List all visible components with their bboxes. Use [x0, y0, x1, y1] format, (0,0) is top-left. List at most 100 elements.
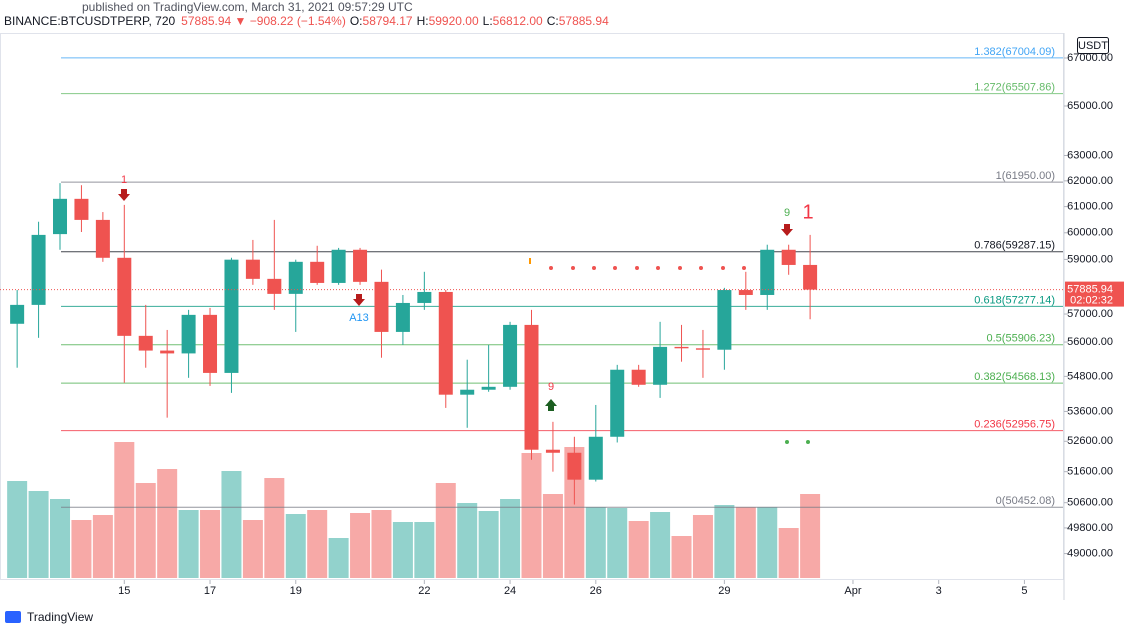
- volume-bar: [221, 471, 242, 578]
- x-tick-label: Apr: [844, 585, 861, 597]
- y-tick-label: 56000.00: [1067, 336, 1113, 348]
- candle-body: [138, 335, 153, 351]
- down-arrow: [118, 189, 130, 201]
- fib-label: 0.786(59287.15): [974, 240, 1055, 252]
- candle-body: [738, 290, 753, 295]
- x-tick-label: 29: [718, 585, 730, 597]
- fib-label: 0.5(55906.23): [987, 333, 1056, 345]
- volume-bar: [264, 478, 285, 578]
- volume-bar: [350, 513, 371, 578]
- ohlc-key: O:: [350, 14, 363, 28]
- y-tick-label: 62000.00: [1067, 175, 1113, 187]
- fib-label: 0.618(57277.14): [974, 294, 1055, 306]
- x-tick-label: 26: [590, 585, 602, 597]
- volume-bar: [178, 510, 199, 578]
- candle-body: [481, 386, 496, 390]
- volume-bar: [607, 508, 628, 578]
- y-tick-label: 53600.00: [1067, 405, 1113, 417]
- volume-bar: [435, 483, 456, 578]
- ohlc-key: C:: [547, 14, 559, 28]
- candle-body: [803, 264, 818, 290]
- candle-body: [117, 257, 132, 336]
- y-tick-label: 65000.00: [1067, 100, 1113, 112]
- volume-bar: [478, 511, 499, 578]
- countdown: 02:02:32: [1070, 295, 1113, 307]
- candle-body: [74, 198, 89, 220]
- ohlc-value: 57885.94: [559, 14, 609, 28]
- volume-bar: [757, 507, 778, 578]
- candle-body: [653, 346, 668, 385]
- candle-body: [288, 261, 303, 294]
- volume-bar: [714, 505, 735, 578]
- volume-bar: [735, 507, 756, 578]
- y-tick-label: 50600.00: [1067, 497, 1113, 509]
- y-tick-label: 60000.00: [1067, 227, 1113, 239]
- candle-body: [417, 291, 432, 303]
- candle-body: [374, 281, 389, 332]
- x-tick-label: 22: [418, 585, 430, 597]
- td-count: 9: [784, 207, 790, 219]
- symbol: BINANCE:BTCUSDTPERP, 720: [4, 14, 175, 28]
- fib-label: 1.272(65507.86): [974, 82, 1055, 94]
- last-change: 57885.94 ▼ −908.22 (−1.54%): [181, 14, 346, 28]
- fib-label: 0.236(52956.75): [974, 418, 1055, 430]
- candle-body: [503, 324, 518, 387]
- candle-body: [310, 261, 325, 283]
- y-tick-label: 61000.00: [1067, 201, 1113, 213]
- candle-body: [695, 348, 710, 350]
- candle-body: [760, 249, 775, 295]
- currency-box: [1077, 37, 1109, 54]
- last-price: 57885.94: [1067, 284, 1113, 296]
- dots: [549, 266, 746, 270]
- candle-body: [610, 369, 625, 437]
- volume-bar: [671, 536, 692, 578]
- td-count: 1: [121, 174, 127, 186]
- mark: [529, 258, 531, 264]
- volume-bar: [800, 494, 821, 578]
- volume-bar: [500, 499, 521, 578]
- candle-body: [353, 249, 368, 282]
- candle-body: [567, 452, 582, 480]
- volume-bar: [457, 503, 478, 578]
- y-tick-label: 49800.00: [1067, 522, 1113, 534]
- volume-bar: [7, 481, 28, 578]
- dot: [785, 440, 789, 444]
- candle-body: [781, 249, 796, 265]
- y-tick-label: 52600.00: [1067, 435, 1113, 447]
- ohlc-value: 58794.17: [363, 14, 413, 28]
- plot: 1.382(67004.09) 1.272(65507.86) 1(61950.00…: [0, 46, 1063, 578]
- volume-bar: [778, 528, 799, 578]
- y-tick-label: 63000.00: [1067, 149, 1113, 161]
- candle-body: [160, 350, 175, 354]
- volume-bar: [50, 499, 71, 578]
- y-tick-label: 49000.00: [1067, 547, 1113, 559]
- legend-line: BINANCE:BTCUSDTPERP, 720 57885.94 ▼ −908.…: [4, 14, 609, 28]
- x-tick-label: 24: [504, 585, 516, 597]
- x-tick-label: 17: [204, 585, 216, 597]
- candle-body: [674, 346, 689, 349]
- volume-bar: [371, 510, 392, 578]
- volume-bar: [392, 522, 413, 578]
- td-count: A13: [349, 312, 369, 324]
- down-arrow: [353, 294, 365, 306]
- down-arrow: [781, 224, 793, 236]
- x-tick-label: 3: [936, 585, 942, 597]
- y-tick-label: 57000.00: [1067, 308, 1113, 320]
- published-note: published on TradingView.com, March 31, …: [82, 0, 413, 14]
- logo: TradingView: [5, 610, 93, 624]
- volume-bar: [71, 520, 92, 578]
- volume-bar: [114, 442, 135, 578]
- fib-label: 0(50452.08): [996, 495, 1055, 507]
- volume-bar: [521, 453, 542, 578]
- candle-body: [224, 259, 239, 373]
- volume-bar: [328, 538, 349, 578]
- logo-icon: [5, 611, 21, 623]
- y-tick-label: 54800.00: [1067, 370, 1113, 382]
- currency: USDT: [1078, 40, 1108, 52]
- y-tick-label: 59000.00: [1067, 253, 1113, 265]
- volume-bar: [414, 522, 435, 578]
- up-arrow: [545, 399, 557, 411]
- candle-body: [10, 304, 25, 324]
- candle-body: [545, 449, 560, 453]
- volume-bar: [564, 447, 585, 578]
